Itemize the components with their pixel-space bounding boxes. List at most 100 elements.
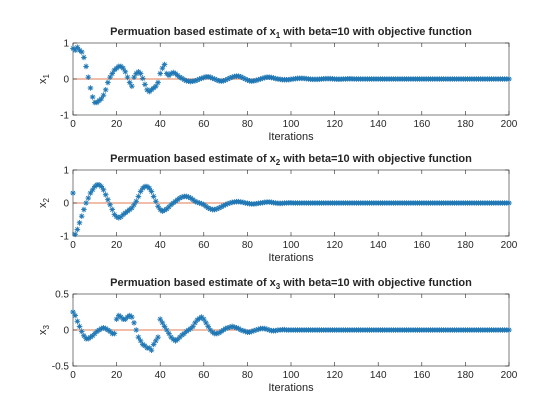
- data-point: [96, 97, 102, 104]
- data-point: [161, 61, 168, 68]
- data-point: [174, 336, 181, 343]
- data-point: [270, 75, 277, 81]
- data-point: [137, 70, 144, 77]
- data-point: [153, 338, 159, 344]
- x-tick-label: 0: [70, 240, 76, 251]
- data-point: [506, 200, 512, 206]
- data-point: [139, 75, 146, 82]
- data-point: [242, 328, 249, 335]
- x-tick-label: 40: [155, 240, 167, 251]
- data-point: [72, 47, 78, 53]
- data-point: [179, 75, 185, 82]
- data-point: [102, 191, 109, 198]
- data-point: [238, 74, 244, 80]
- data-point: [166, 330, 172, 337]
- data-point: [272, 327, 279, 334]
- data-point: [122, 69, 129, 75]
- x-tick-label: 200: [501, 240, 518, 251]
- data-point: [222, 201, 229, 208]
- data-point: [115, 312, 122, 319]
- data-point: [85, 195, 92, 201]
- data-point: [244, 77, 251, 83]
- data-point: [253, 327, 259, 333]
- data-point: [187, 325, 194, 332]
- data-point: [76, 47, 83, 53]
- data-point: [227, 75, 233, 81]
- data-point: [107, 201, 113, 208]
- data-point: [89, 187, 96, 193]
- y-tick-label: -1: [60, 111, 69, 122]
- data-point: [240, 327, 246, 334]
- data-point: [148, 188, 155, 195]
- data-point: [111, 330, 118, 337]
- data-point: [205, 323, 211, 330]
- data-point: [251, 327, 257, 334]
- data-point: [185, 194, 192, 200]
- x-tick-label: 20: [111, 370, 123, 381]
- data-point: [83, 63, 89, 70]
- data-point: [179, 194, 185, 200]
- data-point: [216, 330, 222, 336]
- data-point: [192, 198, 198, 205]
- x-tick-label: 200: [501, 370, 518, 381]
- data-point: [246, 329, 253, 335]
- data-point: [220, 78, 227, 84]
- data-point: [194, 317, 201, 323]
- data-point: [161, 207, 168, 214]
- data-point: [70, 190, 76, 196]
- data-point: [129, 205, 135, 211]
- data-point: [170, 69, 177, 76]
- x-tick-label: 180: [457, 240, 474, 251]
- y-tick-label: 0: [63, 199, 69, 210]
- data-point: [83, 200, 89, 206]
- data-point: [72, 312, 78, 319]
- data-point: [94, 328, 100, 335]
- data-point: [205, 205, 211, 211]
- data-point: [183, 328, 190, 335]
- data-point: [163, 70, 170, 77]
- data-point: [155, 203, 161, 210]
- data-point: [100, 92, 107, 98]
- data-point: [144, 87, 150, 93]
- y-axis-label: x3: [37, 324, 51, 335]
- data-point: [118, 214, 124, 220]
- data-point: [107, 328, 113, 335]
- subplot-3: 0 20 40 60 80 100 120 140 160 180 200-0.500.5Permu…: [37, 277, 518, 394]
- data-point: [70, 309, 76, 315]
- data-point: [137, 188, 144, 195]
- y-axis-label: x1: [37, 73, 51, 84]
- y-tick-label: 1: [63, 39, 69, 50]
- data-point: [105, 196, 111, 203]
- data-point: [172, 338, 179, 344]
- data-point: [163, 206, 170, 212]
- x-tick-label: 160: [413, 119, 430, 130]
- data-point: [72, 231, 78, 238]
- x-tick-label: 120: [326, 240, 343, 251]
- data-point: [153, 198, 159, 205]
- data-point: [113, 214, 120, 220]
- data-point: [222, 325, 229, 332]
- data-point: [74, 44, 81, 51]
- data-point: [74, 318, 81, 325]
- data-point: [135, 334, 142, 340]
- x-tick-label: 80: [242, 370, 254, 381]
- data-point: [87, 190, 94, 196]
- data-point: [259, 75, 266, 82]
- data-point: [174, 72, 181, 79]
- data-point: [74, 226, 81, 233]
- data-point: [227, 324, 233, 330]
- data-point: [255, 326, 262, 333]
- data-point: [229, 323, 235, 330]
- data-point: [233, 325, 240, 331]
- data-point: [124, 74, 131, 80]
- y-axis-label: x2: [37, 197, 51, 208]
- data-point: [70, 45, 76, 52]
- x-tick-label: 140: [370, 370, 387, 381]
- data-point: [98, 96, 105, 102]
- data-point: [129, 83, 135, 89]
- data-point: [113, 65, 120, 71]
- data-point: [131, 201, 137, 208]
- data-point: [78, 49, 85, 55]
- x-tick-label: 180: [457, 370, 474, 381]
- y-tick-label: 0: [63, 75, 69, 86]
